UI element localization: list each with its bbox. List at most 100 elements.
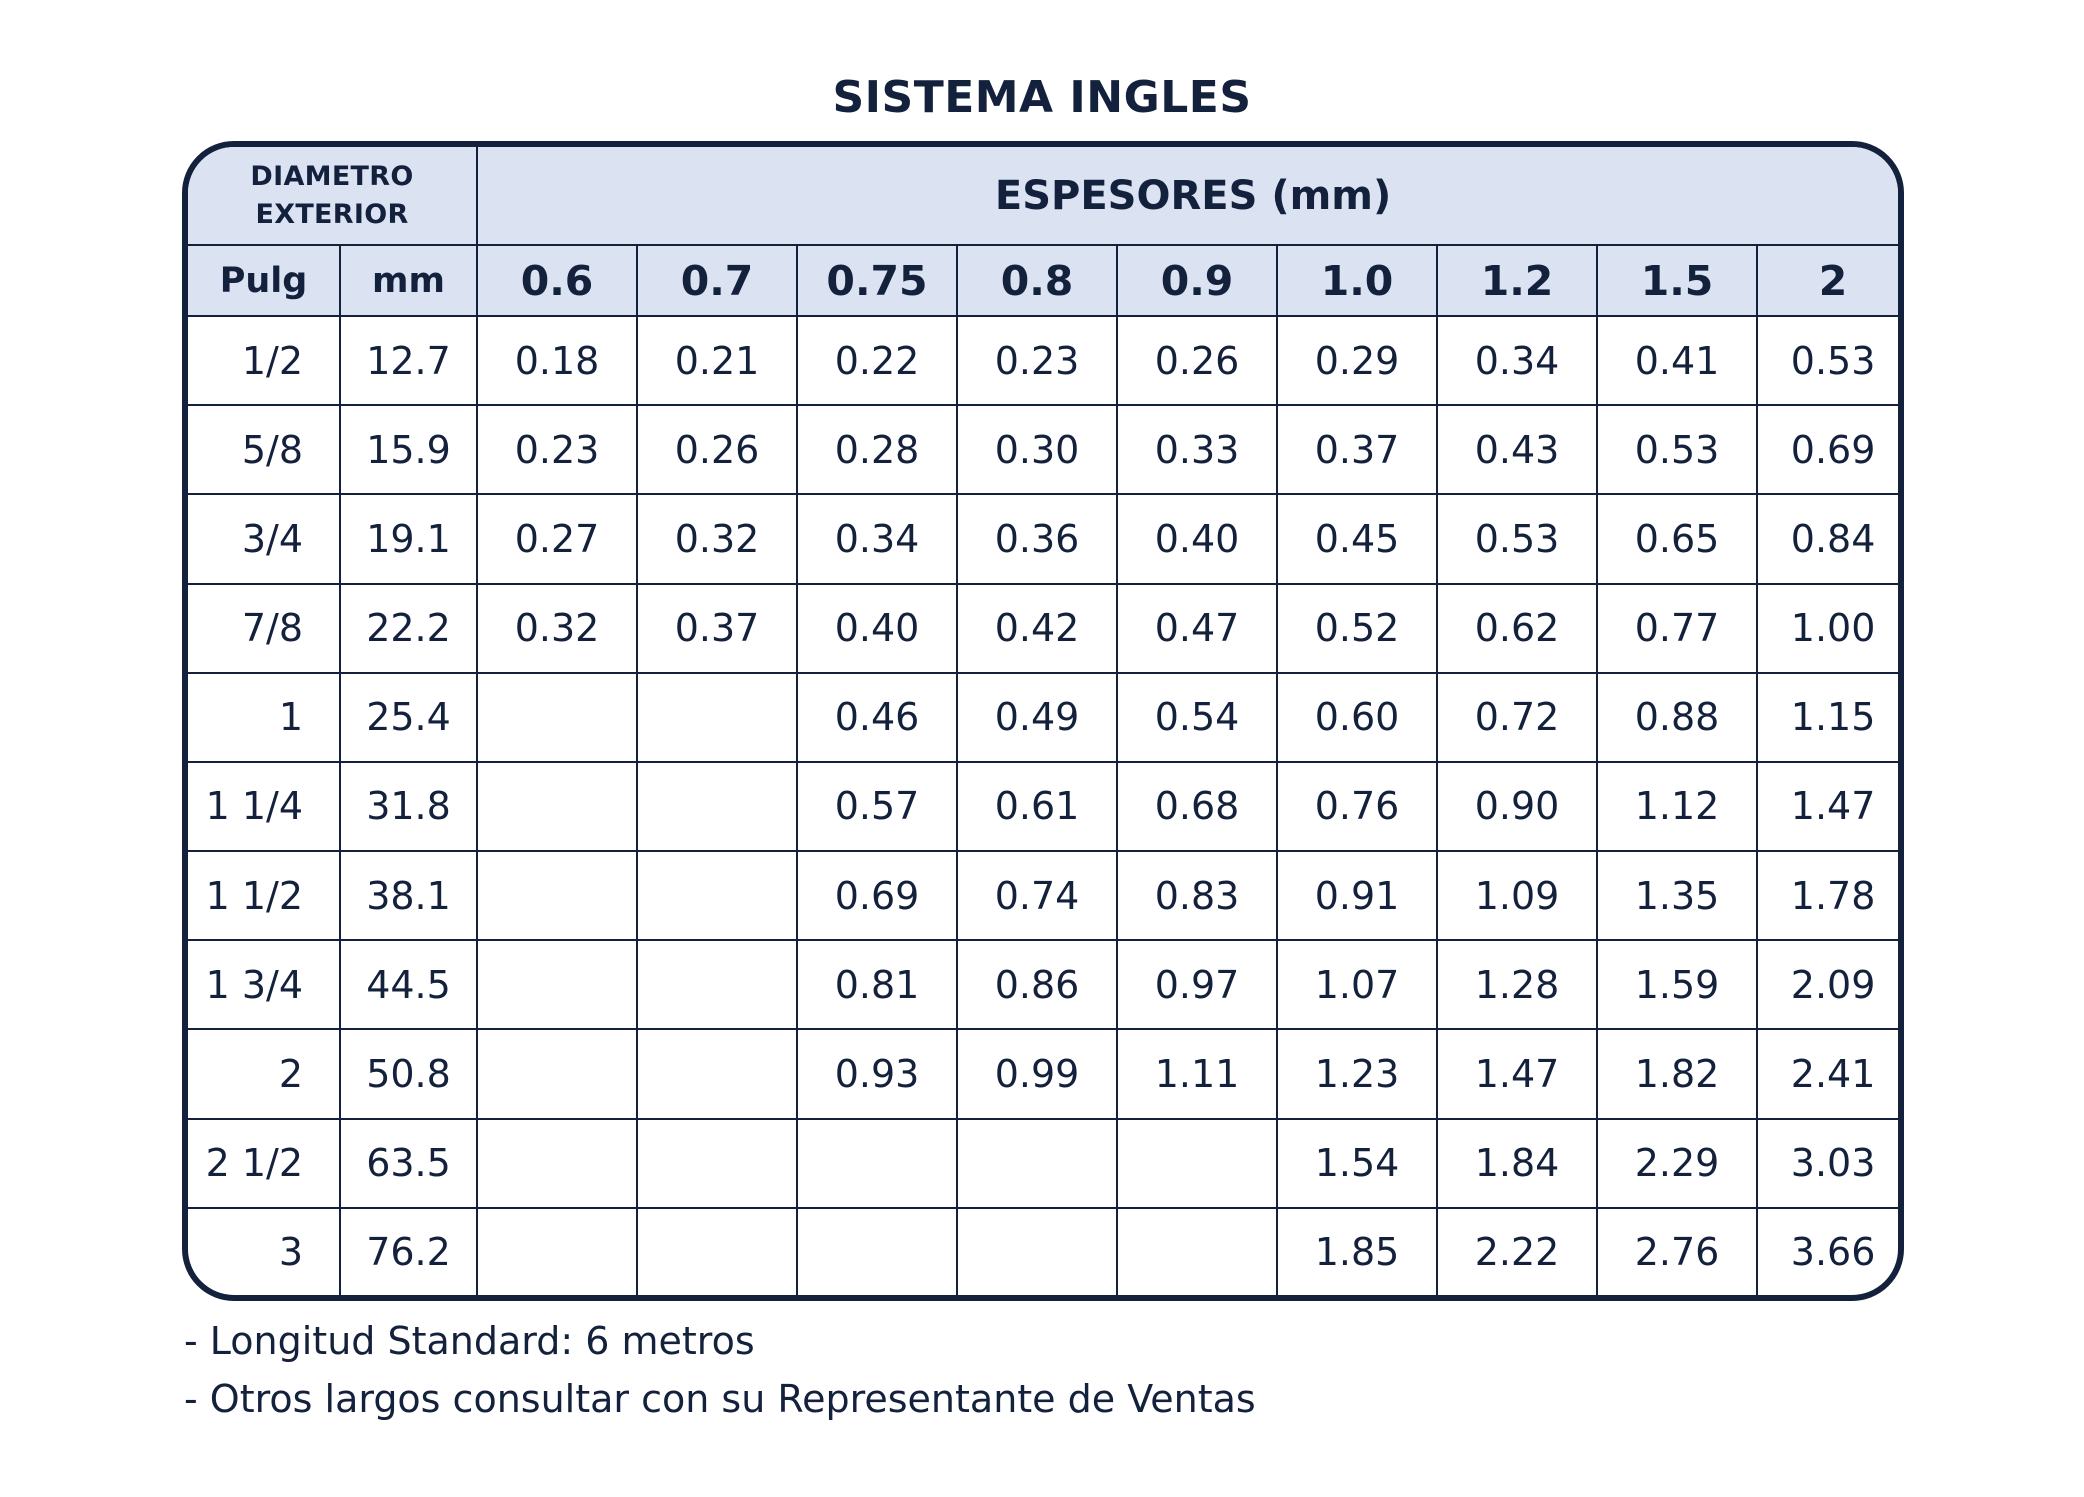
mm-cell: 12.7	[338, 314, 479, 407]
pulg-header: Pulg	[188, 244, 341, 317]
value-cell: 1.07	[1276, 939, 1439, 1031]
mm-cell: 15.9	[338, 404, 479, 496]
mm-cell: 38.1	[338, 850, 479, 942]
thickness-header: 0.9	[1116, 244, 1279, 317]
table-row: 7/8 22.2 0.32 0.37 0.40 0.42 0.47 0.52 0.62 0.77 1…	[188, 582, 1898, 674]
mm-cell: 63.5	[338, 1117, 479, 1209]
value-cell: 0.93	[796, 1028, 959, 1120]
value-cell: 0.33	[1116, 404, 1279, 496]
value-cell: 0.69	[796, 850, 959, 942]
table-body: 1/2 12.7 0.18 0.21 0.22 0.23 0.26 0.29 0.34 0.41 0…	[188, 314, 1898, 1295]
value-cell	[476, 1028, 639, 1120]
value-cell	[636, 1117, 799, 1209]
table-row: 1 3/4 44.5 0.81 0.86 0.97 1.07 1.28 1.59 2.09	[188, 939, 1898, 1031]
value-cell: 0.28	[796, 404, 959, 496]
note-other-lengths: - Otros largos consultar con su Represen…	[184, 1377, 1256, 1421]
espesores-header: ESPESORES (mm)	[476, 147, 1898, 246]
value-cell: 0.81	[796, 939, 959, 1031]
value-cell: 0.30	[956, 404, 1119, 496]
value-cell: 0.86	[956, 939, 1119, 1031]
value-cell: 0.69	[1756, 404, 1898, 496]
value-cell: 0.97	[1116, 939, 1279, 1031]
value-cell: 0.37	[1276, 404, 1439, 496]
value-cell: 2.76	[1596, 1206, 1759, 1295]
value-cell: 0.41	[1596, 314, 1759, 407]
thickness-header: 1.5	[1596, 244, 1759, 317]
value-cell: 3.03	[1756, 1117, 1898, 1209]
table-row: 1/2 12.7 0.18 0.21 0.22 0.23 0.26 0.29 0.34 0.41 0…	[188, 314, 1898, 407]
value-cell: 0.34	[1436, 314, 1599, 407]
thickness-header: 1.2	[1436, 244, 1599, 317]
value-cell: 0.54	[1116, 671, 1279, 763]
value-cell: 0.77	[1596, 582, 1759, 674]
value-cell: 0.26	[1116, 314, 1279, 407]
value-cell: 1.23	[1276, 1028, 1439, 1120]
value-cell: 0.88	[1596, 671, 1759, 763]
thickness-header: 1.0	[1276, 244, 1439, 317]
value-cell: 0.37	[636, 582, 799, 674]
value-cell	[636, 760, 799, 853]
table-row: 1 1/2 38.1 0.69 0.74 0.83 0.91 1.09 1.35 1.78	[188, 850, 1898, 942]
value-cell: 2.41	[1756, 1028, 1898, 1120]
value-cell: 0.45	[1276, 493, 1439, 585]
value-cell: 1.59	[1596, 939, 1759, 1031]
pulg-cell: 2	[188, 1028, 341, 1120]
value-cell: 0.99	[956, 1028, 1119, 1120]
notes: - Longitud Standard: 6 metros - Otros la…	[184, 1312, 1256, 1428]
mm-cell: 31.8	[338, 760, 479, 853]
header-row-top: DIAMETRO EXTERIOR ESPESORES (mm)	[188, 147, 1898, 246]
value-cell: 3.66	[1756, 1206, 1898, 1295]
value-cell: 1.09	[1436, 850, 1599, 942]
mm-cell: 19.1	[338, 493, 479, 585]
table-row: 3/4 19.1 0.27 0.32 0.34 0.36 0.40 0.45 0.53 0.65 0…	[188, 493, 1898, 585]
value-cell	[1116, 1206, 1279, 1295]
thickness-table-frame: DIAMETRO EXTERIOR ESPESORES (mm) Pulg mm…	[182, 141, 1904, 1301]
value-cell: 0.52	[1276, 582, 1439, 674]
table-row: 5/8 15.9 0.23 0.26 0.28 0.30 0.33 0.37 0.43 0.53 0…	[188, 404, 1898, 496]
value-cell: 0.34	[796, 493, 959, 585]
value-cell: 1.84	[1436, 1117, 1599, 1209]
value-cell	[476, 850, 639, 942]
value-cell: 0.68	[1116, 760, 1279, 853]
pulg-cell: 1 1/4	[188, 760, 341, 853]
thickness-header: 0.8	[956, 244, 1119, 317]
table-row: 2 1/2 63.5 1.54 1.84 2.29 3.03	[188, 1117, 1898, 1209]
value-cell: 0.53	[1756, 314, 1898, 407]
value-cell	[636, 939, 799, 1031]
value-cell: 0.62	[1436, 582, 1599, 674]
note-standard-length: - Longitud Standard: 6 metros	[184, 1319, 755, 1363]
table-row: 3 76.2 1.85 2.22 2.76 3.66	[188, 1206, 1898, 1295]
value-cell: 0.74	[956, 850, 1119, 942]
value-cell: 0.40	[796, 582, 959, 674]
value-cell: 1.11	[1116, 1028, 1279, 1120]
pulg-cell: 1/2	[188, 314, 341, 407]
value-cell	[476, 939, 639, 1031]
value-cell: 0.18	[476, 314, 639, 407]
value-cell: 0.27	[476, 493, 639, 585]
value-cell: 0.65	[1596, 493, 1759, 585]
value-cell: 1.54	[1276, 1117, 1439, 1209]
mm-header: mm	[338, 244, 479, 317]
pulg-cell: 3/4	[188, 493, 341, 585]
value-cell: 0.91	[1276, 850, 1439, 942]
value-cell: 2.29	[1596, 1117, 1759, 1209]
value-cell	[956, 1117, 1119, 1209]
pulg-cell: 1	[188, 671, 341, 763]
pulg-cell: 7/8	[188, 582, 341, 674]
value-cell: 2.22	[1436, 1206, 1599, 1295]
pulg-cell: 3	[188, 1206, 341, 1295]
value-cell: 0.26	[636, 404, 799, 496]
mm-cell: 22.2	[338, 582, 479, 674]
value-cell: 0.84	[1756, 493, 1898, 585]
value-cell	[1116, 1117, 1279, 1209]
pulg-cell: 1 3/4	[188, 939, 341, 1031]
value-cell: 1.47	[1436, 1028, 1599, 1120]
thickness-header: 0.7	[636, 244, 799, 317]
value-cell: 0.40	[1116, 493, 1279, 585]
value-cell	[636, 850, 799, 942]
thickness-header: 0.75	[796, 244, 959, 317]
table-row: 2 50.8 0.93 0.99 1.11 1.23 1.47 1.82 2.41	[188, 1028, 1898, 1120]
table-row: 1 25.4 0.46 0.49 0.54 0.60 0.72 0.88 1.15	[188, 671, 1898, 763]
value-cell: 0.60	[1276, 671, 1439, 763]
value-cell: 0.22	[796, 314, 959, 407]
